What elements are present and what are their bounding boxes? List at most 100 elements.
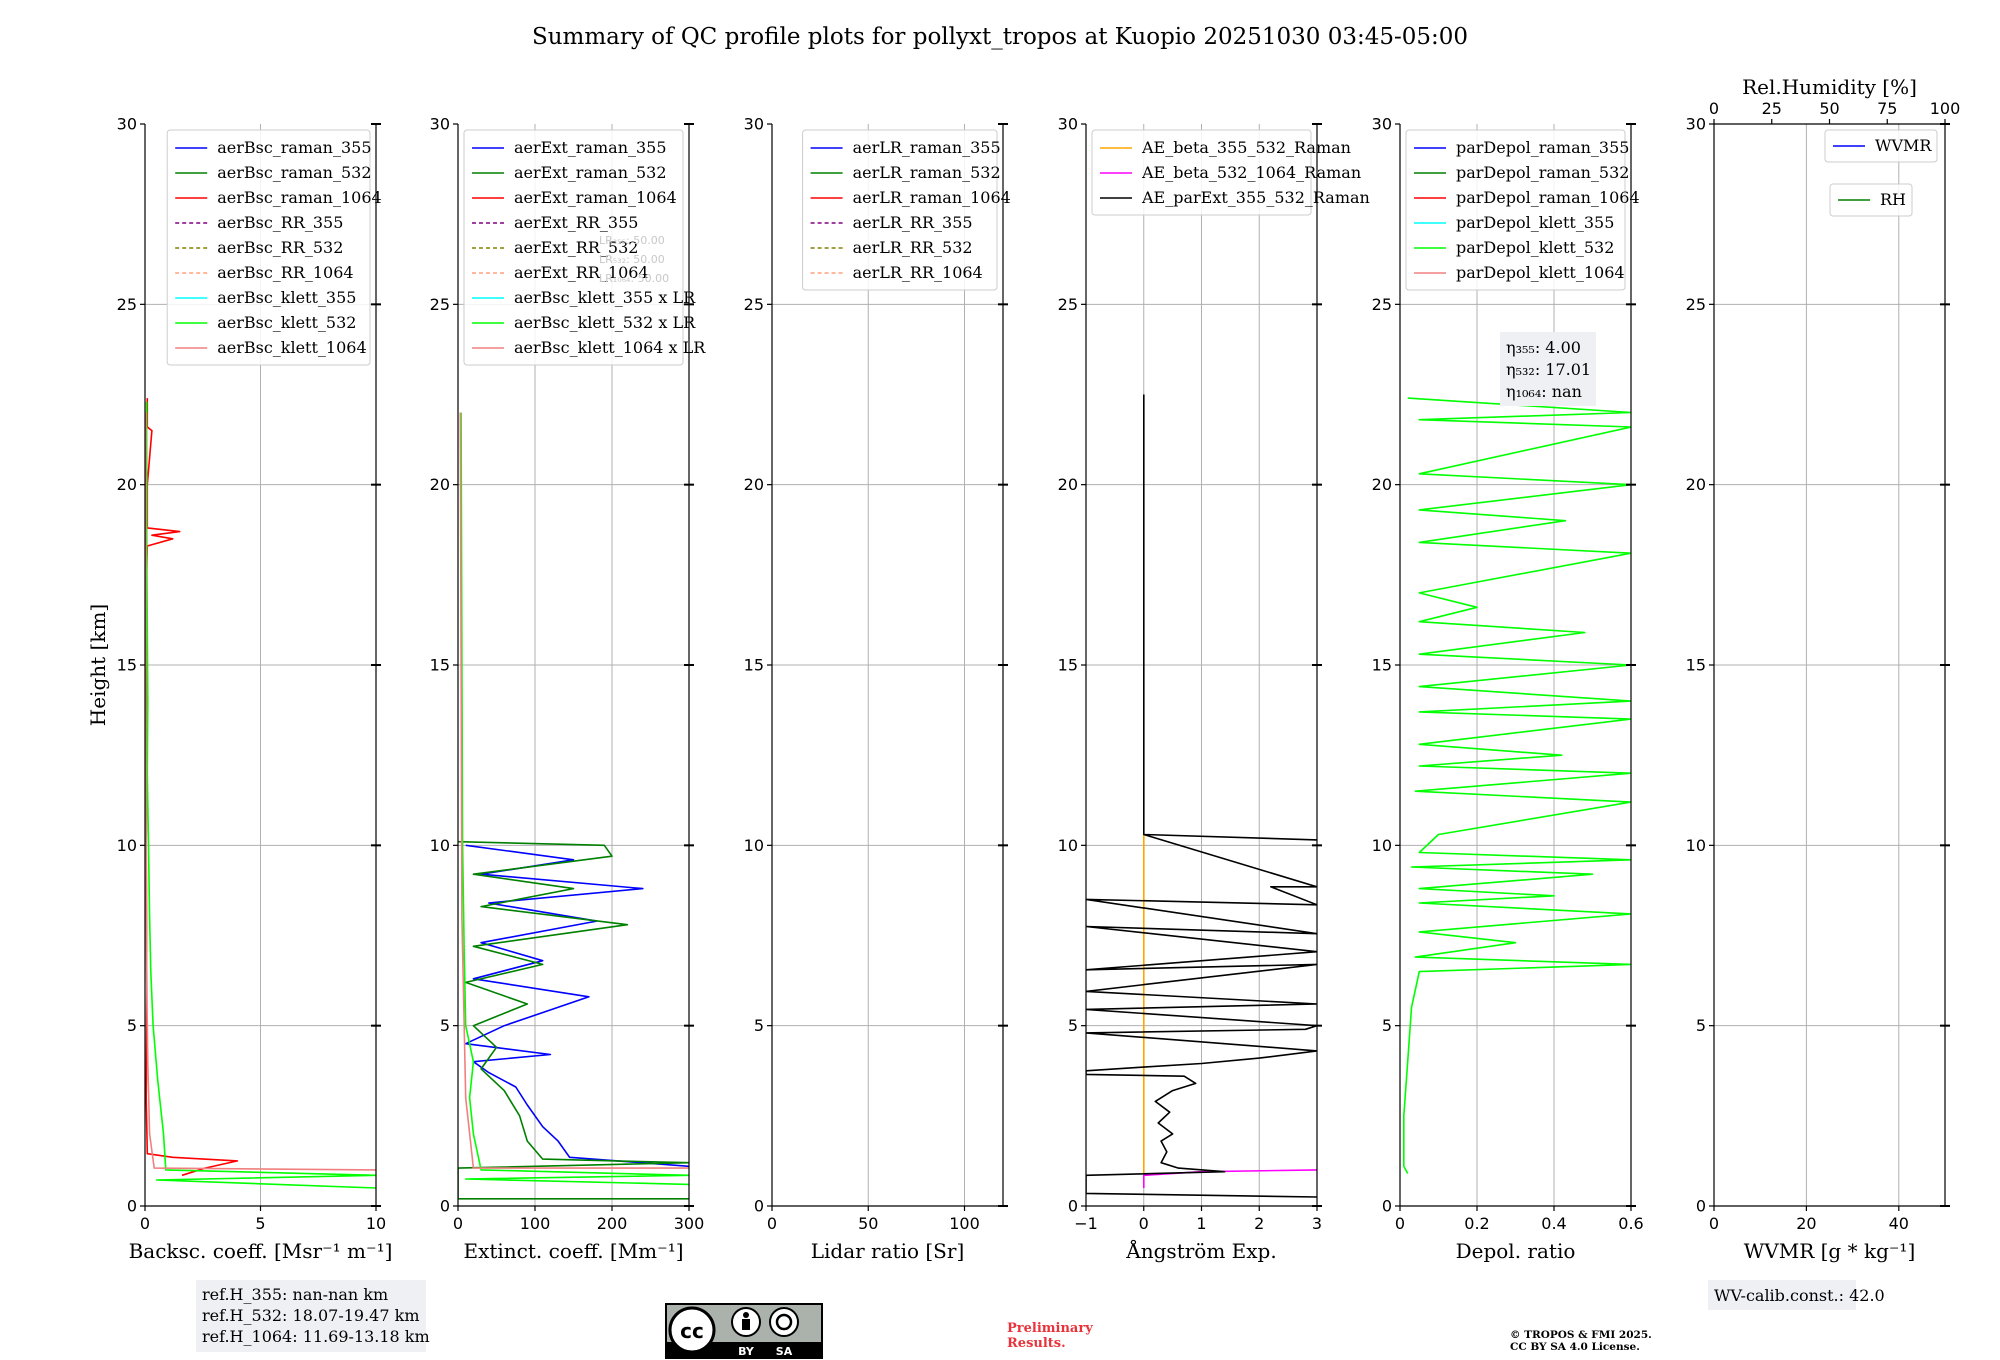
y-tick-label: 10 [1058,836,1078,855]
legend: aerLR_raman_355 aerLR_raman_532 aerLR_rama… [802,129,1011,291]
series-parDepol_klett_532 [1403,397,1631,1174]
legend-label: parDepol_klett_532 [1456,238,1614,257]
legend-label: aerBsc_klett_532 x LR [514,313,696,332]
x-tick-label: 0.6 [1618,1214,1643,1233]
reference-height-text: ref.H_532: 18.07-19.47 km [202,1306,420,1325]
y-tick-label: 15 [1058,656,1078,675]
y-tick-label: 0 [440,1197,450,1216]
legend: aerBsc_raman_355 aerBsc_raman_532 aerBsc_r… [166,129,382,366]
top-x-tick-label: 0 [1709,99,1719,118]
y-tick-label: 10 [430,836,450,855]
x-tick-label: 0 [140,1214,150,1233]
y-tick-label: 0 [127,1197,137,1216]
legend-box [1405,129,1626,291]
series-aerBsc_klett_532 x LR [460,412,689,1186]
legend-label: aerBsc_klett_355 [217,288,356,307]
reference-heights: ref.H_355: nan-nan km ref.H_532: 18.07-19… [196,1280,430,1352]
x-tick-label: 20 [1796,1214,1816,1233]
y-tick-label: 20 [117,475,137,494]
eta-box-bg [1500,332,1596,406]
x-axis-label: WVMR [g * kg⁻¹] [1744,1239,1916,1263]
copyright: © TROPOS & FMI 2025.CC BY SA 4.0 License… [1510,1329,1652,1353]
x-tick-label: 0 [1709,1214,1719,1233]
x-tick-label: 100 [949,1214,980,1233]
legend-label: aerBsc_raman_1064 [217,188,382,207]
y-tick-label: 5 [127,1016,137,1035]
legend-label: aerLR_raman_355 [853,138,1001,157]
panel-backscatter: 0 5 10 15 20 25 30 0 5 10 Backsc. coeff. [Msr⁻¹ m⁻… [117,115,393,1264]
legend-RH: RH [1829,183,1913,217]
legend-label: aerBsc_raman_355 [217,138,371,157]
x-tick-label: 300 [674,1214,705,1233]
y-tick-label: 0 [754,1197,764,1216]
y-tick-label: 25 [1372,295,1392,314]
license-badge: cc BY SA [665,1303,823,1359]
x-tick-label: 3 [1312,1214,1322,1233]
legend: aerExt_raman_355 aerExt_raman_532 aerExt_r… [463,129,706,366]
y-tick-label: 30 [1686,115,1706,134]
cc-icon [668,1306,716,1354]
x-tick-label: 0.2 [1464,1214,1489,1233]
y-tick-label: 20 [1058,475,1078,494]
y-tick-label: 15 [117,656,137,675]
y-tick-label: 0 [1382,1197,1392,1216]
sa-label: SA [776,1345,793,1358]
y-tick-label: 15 [1372,656,1392,675]
wv-calib-bg [1708,1280,1856,1310]
legend-WVMR: WVMR [1824,129,1938,163]
y-tick-label: 20 [1372,475,1392,494]
x-axis-label: Depol. ratio [1456,1239,1576,1263]
top-x-tick-label: 75 [1877,99,1897,118]
preliminary-text: Results. [1007,1336,1066,1351]
y-tick-label: 0 [1068,1197,1078,1216]
grid [1400,124,1631,1206]
top-x-axis-label: Rel.Humidity [%] [1742,75,1917,99]
y-tick-label: 0 [1696,1197,1706,1216]
y-tick-label: 30 [1372,115,1392,134]
legend-label: parDepol_raman_1064 [1456,188,1640,207]
x-tick-label: 200 [597,1214,628,1233]
grid [1714,124,1945,1206]
y-tick-label: 5 [1696,1016,1706,1035]
lidar-ratio-label: LR₁₀₆₄: 50.00 [599,272,669,285]
legend-box [1829,183,1913,217]
eta-label: η₃₅₅: 4.00 [1506,338,1581,357]
legend-label: parDepol_raman_532 [1456,163,1629,182]
wv-calib-text: WV-calib.const.: 42.0 [1714,1286,1885,1305]
legend-label: aerBsc_RR_1064 [217,263,353,282]
y-tick-label: 10 [117,836,137,855]
series-group [1086,394,1317,1198]
y-tick-label: 25 [430,295,450,314]
legend-label: aerExt_RR_355 [514,213,638,232]
legend-label: aerBsc_RR_532 [217,238,343,257]
reference-height-text: ref.H_355: nan-nan km [202,1285,388,1304]
series-aerBsc_raman_1064 [145,398,239,1177]
legend-box [1091,129,1312,216]
y-tick-label: 10 [1372,836,1392,855]
reference-height-text: ref.H_1064: 11.69-13.18 km [202,1327,430,1346]
top-x-tick-label: 100 [1930,99,1961,118]
by-icon-head [743,1312,749,1318]
legend-label: AE_parExt_355_532_Raman [1141,188,1370,207]
x-axis-label: Extinct. coeff. [Mm⁻¹] [463,1239,683,1263]
sa-icon [769,1307,799,1337]
lidar-ratio-label: LR₅₃₂: 50.00 [599,253,665,266]
legend-label: AE_beta_355_532_Raman [1141,138,1351,157]
wv-calib: WV-calib.const.: 42.0 [1708,1280,1885,1310]
y-tick-label: 20 [430,475,450,494]
legend-label: aerExt_raman_532 [514,163,667,182]
y-tick-label: 25 [117,295,137,314]
grid [772,124,1003,1206]
legend-label: aerBsc_klett_532 [217,313,356,332]
legend-label: aerBsc_klett_1064 [217,338,366,357]
legend-label: aerLR_RR_532 [853,238,973,257]
y-tick-label: 20 [744,475,764,494]
x-tick-label: −1 [1074,1214,1098,1233]
y-tick-label: 25 [1058,295,1078,314]
eta-label: η₅₃₂: 17.01 [1506,360,1591,379]
series-aerExt_raman_355 [464,844,689,1168]
y-tick-label: 15 [430,656,450,675]
legend-label: aerExt_RR_532 [514,238,638,257]
